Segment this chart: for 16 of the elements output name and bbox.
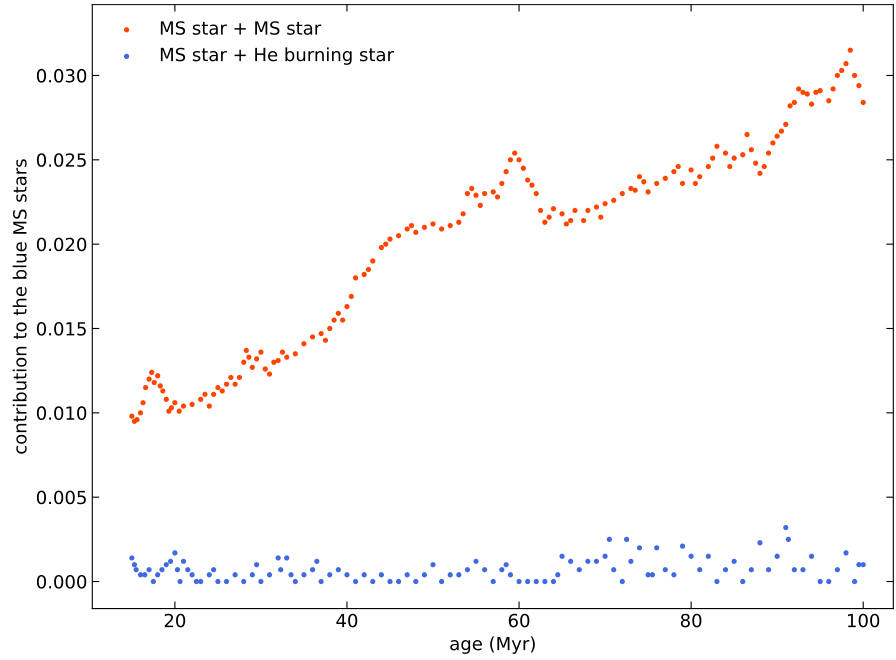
y-tick-label: 0.005 <box>36 490 86 504</box>
y-tick-label: 0.015 <box>36 322 86 336</box>
x-tick-label: 20 <box>164 614 186 628</box>
x-axis-title: age (Myr) <box>450 636 535 654</box>
legend-label: MS star + He burning star <box>160 47 394 65</box>
x-tick-label: 100 <box>848 614 880 628</box>
x-tick-label: 60 <box>508 614 530 628</box>
y-tick-label: 0.010 <box>36 406 86 420</box>
y-tick-label: 0.020 <box>36 238 86 252</box>
y-axis-title: contribution to the blue MS stars <box>12 159 27 454</box>
y-tick-label: 0.030 <box>36 68 86 83</box>
y-tick-label: 0.000 <box>36 574 86 589</box>
legend-label: MS star + MS star <box>160 21 322 35</box>
x-tick-label: 40 <box>336 614 358 628</box>
x-tick-label: 80 <box>680 614 702 628</box>
y-tick-label: 0.025 <box>36 153 86 167</box>
